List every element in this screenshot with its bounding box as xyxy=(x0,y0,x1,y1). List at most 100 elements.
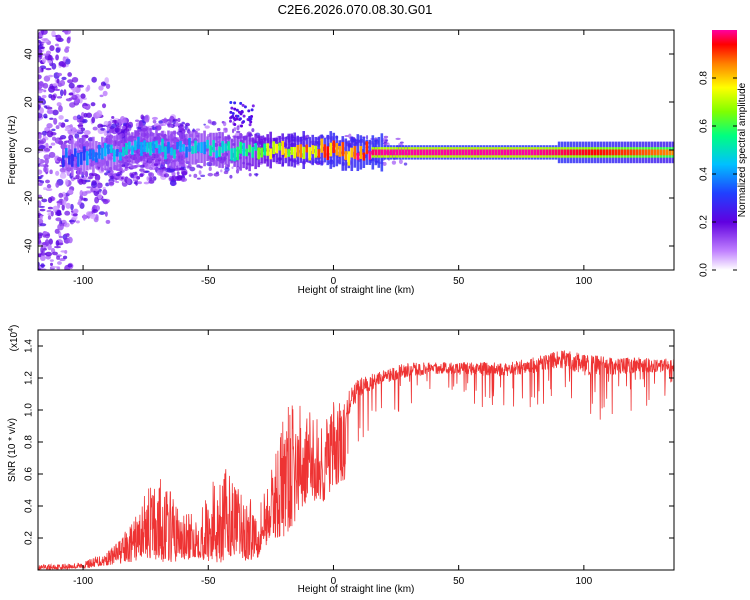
spectrogram-cell xyxy=(290,147,293,155)
colorbar: 0.0 0.2 0.4 0.6 0.8 Normalized spectral ampl… xyxy=(699,30,748,277)
spectrogram-cell xyxy=(49,169,53,175)
spectrogram-cell xyxy=(599,149,603,156)
spectrogram-cell xyxy=(220,169,223,173)
spectrogram-cell xyxy=(58,137,64,140)
spectrogram-cell xyxy=(234,132,241,137)
spectrogram-cell xyxy=(86,84,91,91)
spectrogram-cell xyxy=(235,117,239,121)
spectrogram-cell xyxy=(152,141,155,153)
spectrogram-cell xyxy=(229,100,233,104)
spectrogram-cell xyxy=(140,142,143,156)
spectrogram-cell xyxy=(464,149,468,156)
spectrogram-cell xyxy=(332,140,336,153)
spectrogram-cell xyxy=(248,144,251,153)
spectrogram-cell xyxy=(149,141,152,156)
spectrogram-cell xyxy=(59,89,64,97)
spectrogram-cell xyxy=(135,119,140,122)
spectrogram-cell xyxy=(80,93,86,99)
spectrogram-cell xyxy=(41,130,47,136)
spectrogram-cell xyxy=(104,211,108,217)
spectrogram-cell xyxy=(194,140,197,154)
spectrogram-cell xyxy=(137,181,143,185)
spectrogram-cell xyxy=(145,170,150,173)
spectrogram-cell xyxy=(158,144,161,154)
spectrogram-cell xyxy=(428,149,432,156)
spectrogram-cell xyxy=(148,172,155,178)
spectrogram-cell xyxy=(38,175,43,180)
spectrogram-cell xyxy=(51,251,58,256)
spectrogram-cell xyxy=(64,47,70,53)
spectrogram-cell xyxy=(45,106,53,110)
spectrogram-cell xyxy=(41,38,48,41)
spectrogram-cell xyxy=(47,197,53,204)
spectrogram-cell xyxy=(356,134,360,172)
spectrogram-cell xyxy=(399,141,404,144)
spectrogram-cell xyxy=(587,149,591,156)
spectrogram-cell xyxy=(67,263,73,268)
spectrogram-cell xyxy=(46,130,54,138)
spectrogram-cell xyxy=(653,149,657,156)
spectrogram-cell xyxy=(485,149,489,156)
spectrogram-cell xyxy=(184,122,190,127)
spectrogram-cell xyxy=(114,120,117,125)
spectrogram-cell xyxy=(242,120,246,124)
spectrogram-cell xyxy=(243,105,247,109)
spectrogram-x-label: Height of straight line (km) xyxy=(298,285,415,296)
spectrogram-cell xyxy=(107,144,110,155)
spectrogram-cell xyxy=(72,115,78,121)
spectrogram-cell xyxy=(56,210,62,216)
spectrogram-cell xyxy=(49,259,54,262)
spectrogram-cell xyxy=(228,119,232,123)
spectrogram-cell xyxy=(106,170,111,174)
spectrogram-cell xyxy=(287,148,290,157)
spectrogram-cell xyxy=(284,148,287,158)
spectrogram-cell xyxy=(68,82,75,89)
spectrogram-cell xyxy=(659,149,663,156)
spectrogram-cell xyxy=(104,142,107,157)
spectrogram-cell xyxy=(632,149,636,156)
spectrogram-cell xyxy=(239,112,243,116)
spectrogram-cell xyxy=(272,141,275,155)
spectrogram-cell xyxy=(143,160,147,166)
spectrogram-cell xyxy=(668,149,672,156)
spectrogram-cell xyxy=(158,167,164,171)
spectrogram-cell xyxy=(175,123,180,126)
spectrogram-cell xyxy=(344,134,349,138)
spectrogram-cell xyxy=(521,149,525,156)
spectrogram-cell xyxy=(198,170,202,175)
spectrogram-cell xyxy=(48,238,53,245)
spectrogram-cell xyxy=(65,148,68,158)
spectrogram-cell xyxy=(542,149,546,156)
spectrogram-cell xyxy=(196,164,201,168)
spectrogram-cell xyxy=(137,136,140,149)
spectrogram-cell xyxy=(55,43,59,47)
colorbar-ticks: 0.0 0.2 0.4 0.6 0.8 xyxy=(699,71,737,277)
spectrogram-cell xyxy=(308,147,312,161)
spectrogram-cell xyxy=(242,114,246,118)
spectrogram-cell xyxy=(491,149,495,156)
spectrogram-cell xyxy=(545,149,549,156)
spectrogram-cell xyxy=(73,208,79,214)
spectrogram-cell xyxy=(245,148,248,157)
spectrogram-cell xyxy=(130,164,134,167)
spectrogram-cell xyxy=(55,170,60,176)
spectrogram-cell xyxy=(91,116,96,124)
spectrogram-cell xyxy=(257,147,260,160)
spectrogram-cell xyxy=(356,152,360,161)
spectrogram-cell xyxy=(55,240,60,247)
spectrogram-cell xyxy=(76,114,81,120)
spectrogram-cell xyxy=(212,140,215,153)
spectrogram-cell xyxy=(248,118,252,122)
spectrogram-cell xyxy=(56,72,63,77)
spectrogram-cell xyxy=(248,172,252,177)
spectrogram-cell xyxy=(136,175,141,180)
spectrogram-cell xyxy=(56,200,63,204)
snr-y-tick-label: 1.0 xyxy=(24,403,35,417)
spectrogram-cell xyxy=(113,149,116,162)
spectrogram-cell xyxy=(62,155,65,168)
spectrogram-y-tick-label: 0 xyxy=(24,147,35,153)
snr-frame xyxy=(37,329,675,571)
spectrogram-cell xyxy=(76,84,82,88)
spectrogram-cell xyxy=(233,101,237,105)
spectrogram-cell xyxy=(71,94,78,101)
